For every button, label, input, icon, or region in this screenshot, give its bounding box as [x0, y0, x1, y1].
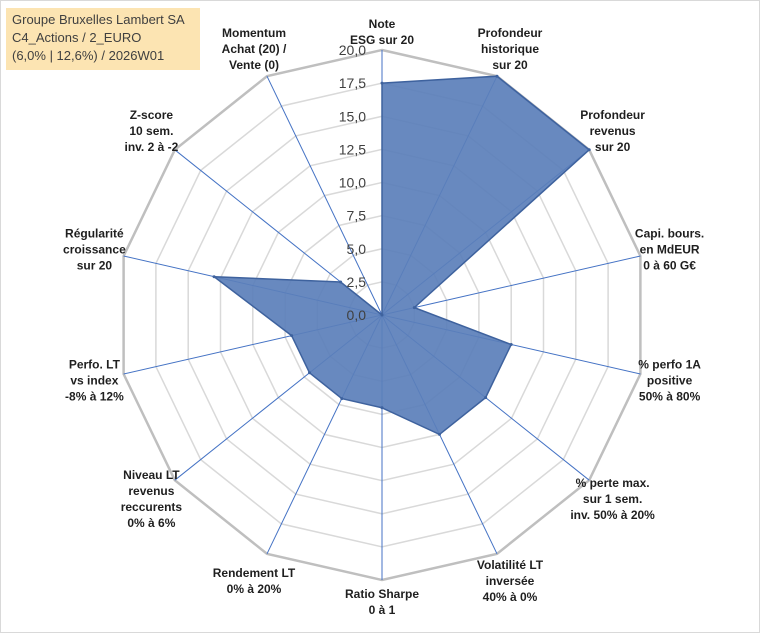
axis-label-7: Ratio Sharpe	[345, 587, 419, 601]
axis-label-5: inv. 50% à 20%	[570, 508, 655, 522]
axis-label-0: Note	[369, 17, 396, 31]
axis-label-12: 10 sem.	[129, 124, 173, 138]
axis-label-5: sur 1 sem.	[583, 492, 642, 506]
axis-label-11: sur 20	[77, 258, 113, 272]
tick-label: 17,5	[339, 75, 366, 91]
tick-label: 12,5	[339, 141, 366, 157]
axis-label-1: sur 20	[492, 58, 528, 72]
axis-label-2: revenus	[590, 124, 636, 138]
tick-label: 7,5	[347, 208, 367, 224]
axis-label-1: Profondeur	[478, 26, 543, 40]
data-point-3	[412, 306, 416, 310]
axis-label-11: croissance	[63, 242, 126, 256]
axis-label-6: inversée	[486, 574, 535, 588]
data-point-8	[340, 397, 344, 401]
axis-label-2: Profondeur	[580, 108, 645, 122]
axis-label-3: en MdEUR	[640, 242, 700, 256]
axis-label-13: Achat (20) /	[222, 42, 287, 56]
data-point-10	[290, 334, 294, 338]
axis-label-9: revenus	[128, 484, 174, 498]
data-point-6	[438, 432, 441, 436]
data-point-0	[380, 81, 384, 85]
axis-label-12: inv. 2 à -2	[124, 140, 178, 154]
data-point-4	[509, 343, 513, 346]
radar-axis-labels: Note ESG sur 20 Profondeur historique sur 20…	[63, 17, 704, 617]
title-line-3: (6,0% | 12,6%) / 2026W01	[12, 48, 165, 63]
axis-label-12: Z-score	[130, 108, 174, 122]
radar-series	[211, 74, 591, 436]
tick-label: 0,0	[347, 307, 367, 323]
tick-label: 20,0	[339, 42, 366, 58]
radar-tick-labels: 0,0 2,5 5,0 7,5 10,0 12,5 15,0 17,5 20,0	[339, 42, 366, 323]
data-point-12	[339, 280, 343, 284]
data-point-9	[308, 371, 311, 375]
spoke-3	[381, 255, 641, 316]
data-point-11	[212, 275, 216, 279]
spoke-13	[266, 75, 383, 316]
axis-label-7: 0 à 1	[369, 603, 396, 617]
axis-label-0: ESG sur 20	[350, 33, 414, 47]
axis-label-13: Vente (0)	[229, 58, 279, 72]
axis-label-4: 50% à 80%	[639, 390, 701, 404]
axis-label-6: 40% à 0%	[483, 590, 538, 604]
title-line-2: C4_Actions / 2_EURO	[12, 30, 142, 45]
axis-label-10: Perfo. LT	[69, 358, 121, 372]
tick-label: 10,0	[339, 175, 366, 191]
axis-label-3: Capi. bours.	[635, 226, 704, 240]
axis-label-9: Niveau LT	[123, 468, 180, 482]
axis-label-10: -8% à 12%	[65, 390, 124, 404]
title-line-1: Groupe Bruxelles Lambert SA	[12, 12, 185, 27]
chart-title-box: Groupe Bruxelles Lambert SA C4_Actions /…	[6, 8, 200, 70]
tick-label: 2,5	[347, 274, 367, 290]
data-point-5	[484, 396, 488, 400]
axis-label-11: Régularité	[65, 226, 124, 240]
axis-label-6: Volatilité LT	[477, 558, 544, 572]
axis-label-2: sur 20	[595, 140, 631, 154]
tick-label: 15,0	[339, 108, 366, 124]
data-point-13	[380, 313, 384, 317]
axis-label-1: historique	[481, 42, 539, 56]
axis-label-9: 0% à 6%	[127, 516, 175, 530]
axis-label-9: reccurents	[121, 500, 183, 514]
axis-label-5: % perte max.	[576, 476, 650, 490]
data-point-2	[587, 148, 591, 152]
tick-label: 5,0	[347, 241, 367, 257]
axis-label-13: Momentum	[222, 26, 286, 40]
axis-label-8: Rendement LT	[213, 566, 296, 580]
axis-label-10: vs index	[70, 374, 118, 388]
axis-label-4: % perfo 1A	[638, 358, 701, 372]
data-point-1	[495, 74, 499, 78]
axis-label-3: 0 à 60 G€	[643, 258, 696, 272]
data-point-7	[380, 406, 384, 410]
axis-label-4: positive	[647, 374, 693, 388]
axis-label-8: 0% à 20%	[227, 582, 282, 596]
